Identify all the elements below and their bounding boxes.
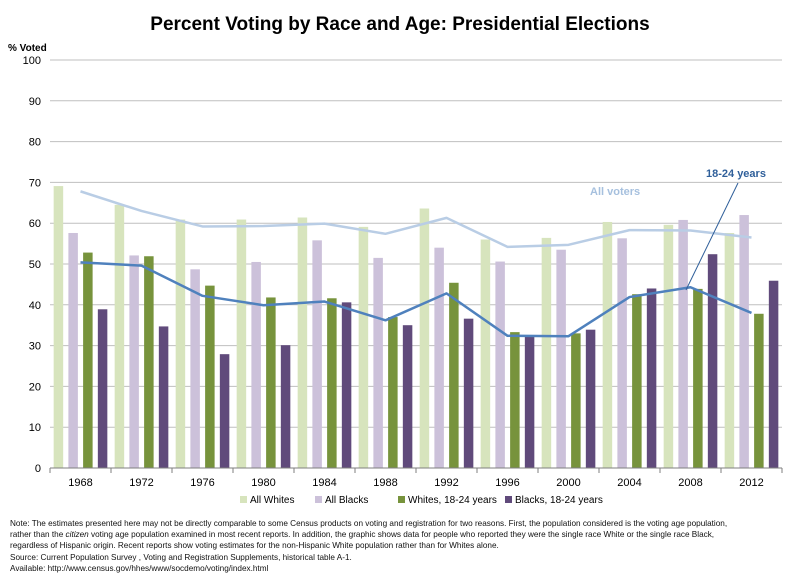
bar xyxy=(585,329,596,468)
bar xyxy=(144,256,154,468)
bar xyxy=(724,232,735,468)
y-tick-label: 10 xyxy=(29,422,41,434)
legend-swatch xyxy=(315,496,322,503)
y-tick-label: 20 xyxy=(29,381,41,393)
bar xyxy=(312,240,322,468)
y-tick-label: 30 xyxy=(29,341,41,353)
bar xyxy=(83,252,93,468)
x-tick-label: 1992 xyxy=(434,477,458,489)
bar xyxy=(646,288,657,468)
bar xyxy=(402,325,413,468)
bar xyxy=(480,239,491,468)
bar xyxy=(678,219,688,468)
x-tick-label: 1980 xyxy=(251,477,275,489)
footnote-line-1: Note: The estimates presented here may n… xyxy=(10,519,728,528)
legend-label: All Blacks xyxy=(325,495,368,506)
annotation-youth-pointer xyxy=(685,182,739,291)
bar xyxy=(68,232,78,468)
bar xyxy=(266,297,276,468)
y-tick-label: 90 xyxy=(29,96,41,108)
legend: All Whites All Blacks Whites, 18-24 years B… xyxy=(240,495,603,506)
footnote: Note: The estimates presented here may n… xyxy=(10,518,792,574)
bar xyxy=(175,219,186,468)
x-tick-label: 1972 xyxy=(129,477,153,489)
bar xyxy=(97,309,108,468)
legend-label: Whites, 18-24 years xyxy=(408,495,497,506)
series-line xyxy=(80,261,752,338)
x-tick-label: 2008 xyxy=(678,477,702,489)
bar xyxy=(463,318,474,468)
bar xyxy=(739,215,749,468)
x-tick-label: 1988 xyxy=(373,477,397,489)
legend-label: Blacks, 18-24 years xyxy=(515,495,603,506)
x-tick-label: 1968 xyxy=(68,477,92,489)
bar xyxy=(114,204,125,468)
bar xyxy=(434,247,444,468)
y-tick-label: 100 xyxy=(23,55,41,67)
x-tick-label: 2004 xyxy=(617,477,641,489)
bar xyxy=(158,326,169,468)
available-line: Available: http://www.census.gov/hhes/ww… xyxy=(10,564,269,573)
bar xyxy=(129,255,139,468)
bar xyxy=(524,335,535,468)
bar xyxy=(358,226,369,468)
chart: Percent Voting by Race and Age: Presiden… xyxy=(8,14,783,506)
bar xyxy=(327,298,337,468)
bar xyxy=(632,294,642,468)
bar xyxy=(510,332,520,468)
bar xyxy=(556,249,566,468)
bar xyxy=(495,261,505,468)
y-tick-label: 80 xyxy=(29,137,41,149)
bar xyxy=(251,261,261,468)
bar xyxy=(190,269,200,468)
bar xyxy=(419,208,430,468)
bar xyxy=(541,237,552,468)
bar xyxy=(707,254,718,468)
axes: 0 10 20 30 40 50 60 70 80 90 100 1968 1972 1976 1980 19… xyxy=(23,55,783,489)
bar xyxy=(768,280,779,468)
y-tick-label: 70 xyxy=(29,177,41,189)
y-tick-label: 50 xyxy=(29,259,41,271)
bars xyxy=(53,186,779,468)
bar xyxy=(280,345,291,468)
bar xyxy=(571,333,581,468)
annotation-youth: 18-24 years xyxy=(706,168,766,180)
annotation-all-voters: All voters xyxy=(590,186,640,198)
bar xyxy=(388,317,398,468)
bar xyxy=(617,238,627,468)
series-line xyxy=(80,190,752,249)
x-tick-label: 1976 xyxy=(190,477,214,489)
legend-swatch xyxy=(505,496,512,503)
source-line: Source: Current Population Survey , Voti… xyxy=(10,553,352,562)
bar xyxy=(341,302,352,468)
x-tick-label: 1996 xyxy=(495,477,519,489)
bar xyxy=(236,219,247,468)
trend-lines xyxy=(80,190,752,338)
x-tick-label: 1984 xyxy=(312,477,336,489)
legend-label: All Whites xyxy=(250,495,294,506)
bar xyxy=(297,217,308,468)
footnote-line-3: regardless of Hispanic origin. Recent re… xyxy=(10,541,499,550)
y-tick-label: 0 xyxy=(35,463,41,475)
chart-title: Percent Voting by Race and Age: Presiden… xyxy=(150,14,649,35)
y-tick-label: 60 xyxy=(29,218,41,230)
legend-swatch xyxy=(240,496,247,503)
bar xyxy=(693,288,703,468)
gridlines xyxy=(50,59,782,428)
y-tick-label: 40 xyxy=(29,300,41,312)
bar xyxy=(602,221,613,468)
footnote-line-2: rather than the citizen voting age popul… xyxy=(10,530,715,539)
legend-swatch xyxy=(398,496,405,503)
bar xyxy=(205,285,215,468)
bar xyxy=(373,257,383,468)
y-axis-label: % Voted xyxy=(8,43,47,54)
x-tick-label: 2000 xyxy=(556,477,580,489)
bar xyxy=(663,224,674,468)
bar xyxy=(754,313,764,468)
bar xyxy=(219,354,230,468)
x-tick-label: 2012 xyxy=(739,477,763,489)
bar xyxy=(53,186,64,468)
bar xyxy=(449,282,459,468)
